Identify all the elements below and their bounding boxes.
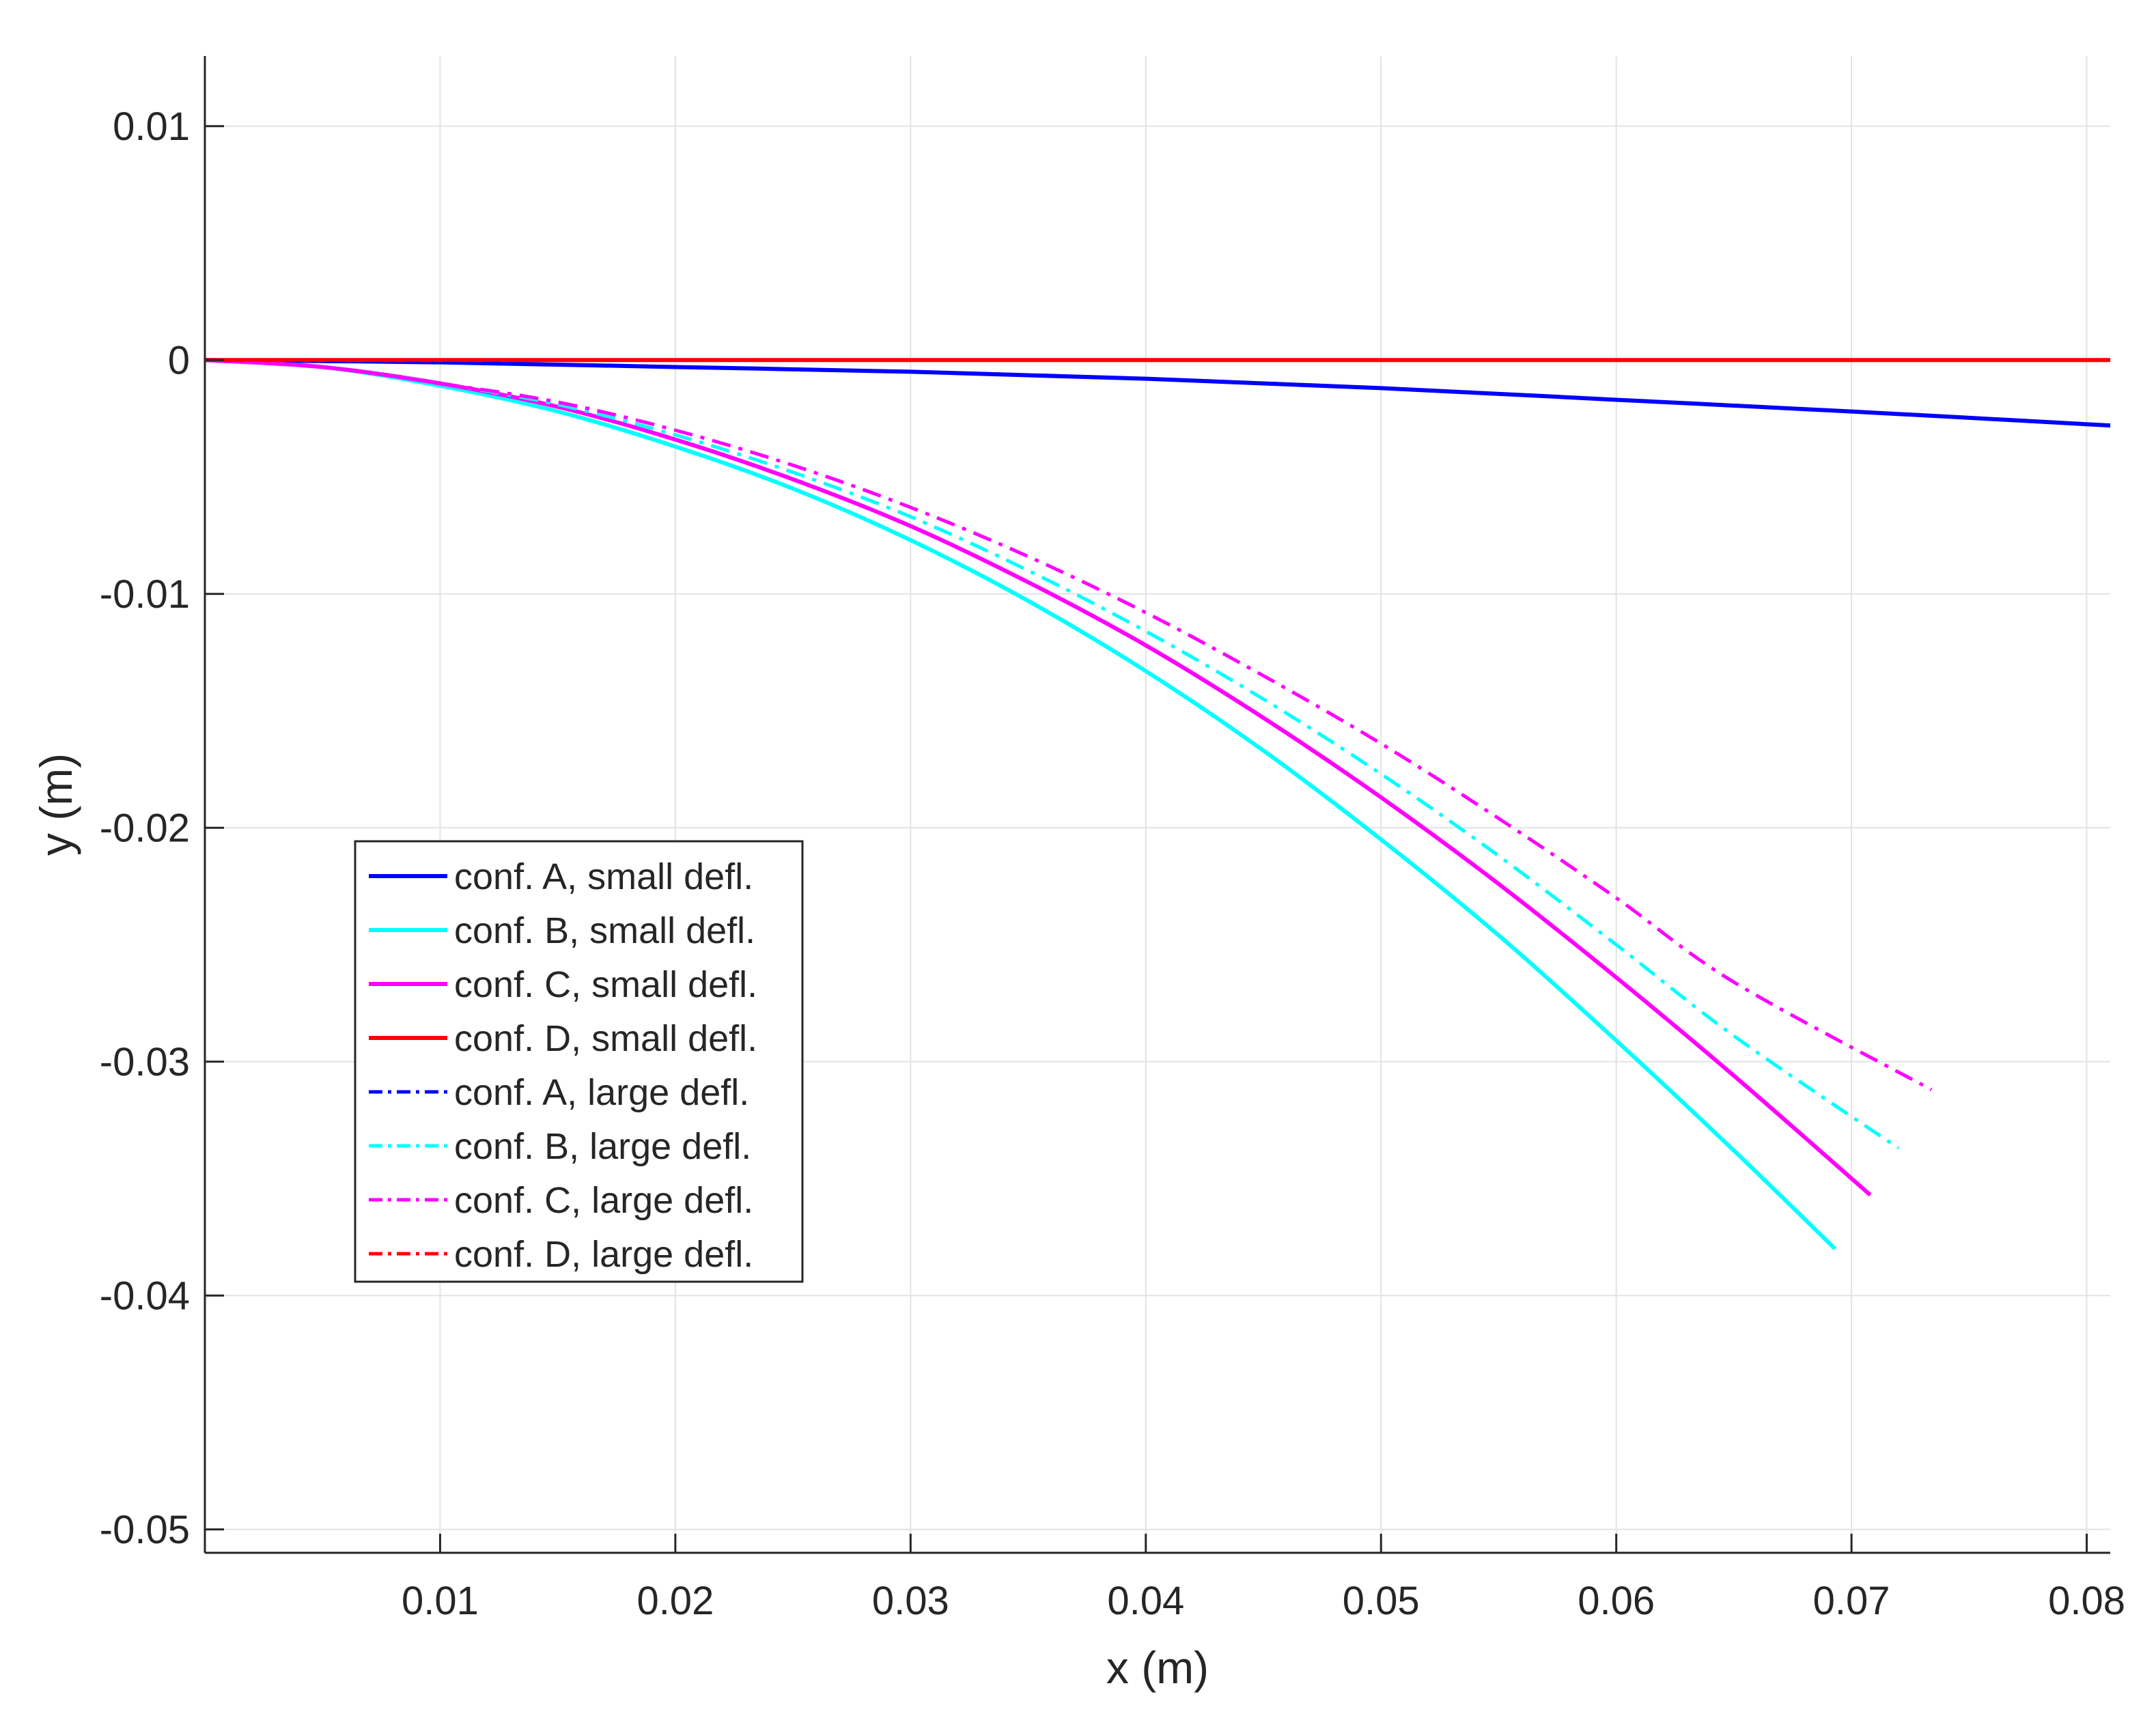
x-tick-label: 0.08 (2048, 1579, 2125, 1623)
legend-label: conf. D, small defl. (454, 1018, 757, 1059)
legend-label: conf. B, large defl. (454, 1126, 751, 1167)
x-tick-label: 0.02 (636, 1579, 714, 1623)
legend-label: conf. D, large defl. (454, 1234, 753, 1275)
plot-background (205, 56, 2110, 1553)
y-tick-label: -0.03 (100, 1040, 190, 1084)
series-layer (204, 358, 2111, 1250)
x-tick-label: 0.07 (1813, 1579, 1890, 1623)
y-tick-label: -0.01 (100, 572, 190, 617)
series-line-5 (204, 358, 2111, 427)
y-tick-label: 0.01 (113, 104, 190, 149)
x-tick-label: 0.04 (1107, 1579, 1184, 1623)
legend-label: conf. A, small defl. (454, 856, 753, 897)
x-ticks: 0.01 0.02 0.03 0.04 0.05 0.06 0.07 0.08 (402, 1534, 2125, 1623)
y-tick-label: -0.04 (100, 1274, 190, 1318)
legend-label: conf. C, small defl. (454, 964, 757, 1005)
x-tick-label: 0.05 (1343, 1579, 1420, 1623)
y-axis-label: y (m) (31, 753, 81, 856)
y-tick-label: 0 (168, 338, 190, 382)
axes (204, 56, 2110, 1554)
x-tick-label: 0.06 (1578, 1579, 1655, 1623)
x-tick-label: 0.03 (872, 1579, 949, 1623)
series-line-7 (204, 358, 1933, 1092)
y-ticks: 0.01 0 -0.01 -0.02 -0.03 -0.04 -0.05 (100, 104, 224, 1552)
legend-label: conf. A, large defl. (454, 1072, 749, 1113)
x-grid (439, 56, 2088, 1553)
legend-label: conf. C, large defl. (454, 1180, 753, 1221)
x-axis-label: x (m) (1106, 1642, 1209, 1693)
x-tick-label: 0.01 (402, 1579, 479, 1623)
legend-box (354, 840, 804, 1283)
y-tick-label: -0.05 (100, 1508, 190, 1552)
legend-label: conf. B, small defl. (454, 910, 755, 951)
y-tick-label: -0.02 (100, 806, 190, 850)
series-line-2 (204, 358, 1837, 1250)
legend: conf. A, small defl. conf. B, small defl.… (354, 840, 804, 1283)
